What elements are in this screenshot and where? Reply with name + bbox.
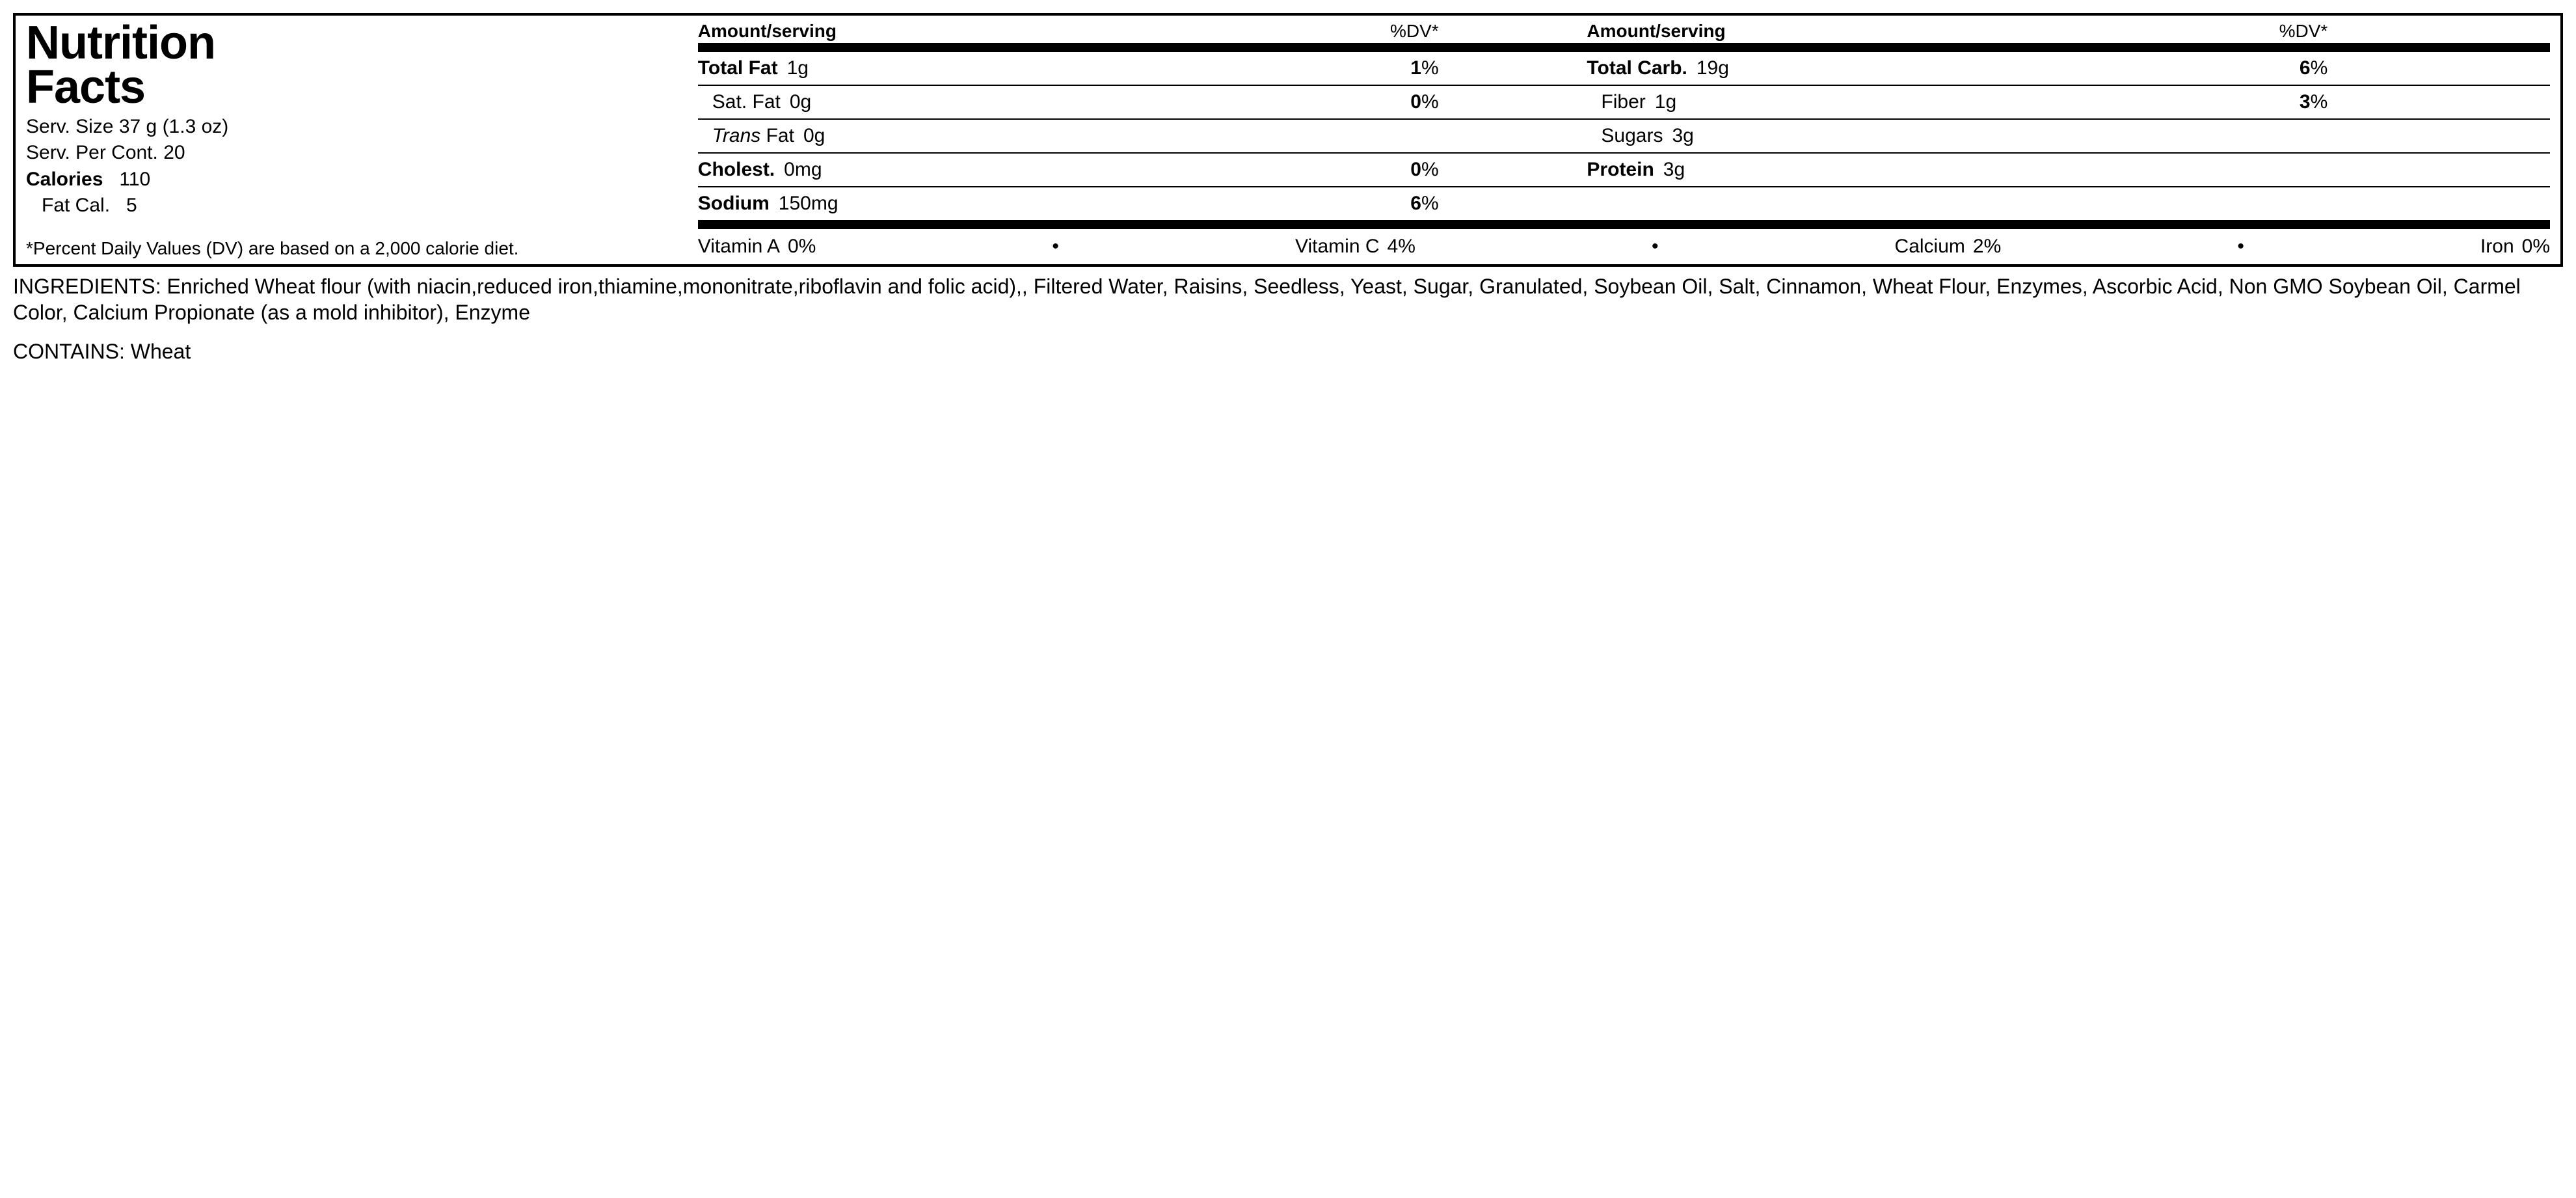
vitamin-name: Vitamin C: [1295, 236, 1380, 258]
servings-per-value: 20: [163, 142, 185, 163]
nutrient-amount: 19g: [1697, 57, 1729, 79]
nutrient-dv: 6%: [1410, 193, 1438, 215]
nutrient-amount: 1g: [1655, 91, 1676, 113]
nutrient-row: Cholest. 0mg 0% Protein 3g: [698, 154, 2550, 187]
vitamin-separator: •: [822, 236, 1289, 258]
header-row: Amount/serving %DV* Amount/serving %DV*: [698, 21, 2550, 52]
hdr-amount-right: Amount/serving: [1587, 21, 1725, 42]
vitamin-item: Iron 0%: [2480, 236, 2550, 258]
nutrient-name: Protein: [1587, 159, 1654, 181]
nutrient-dv: 3%: [2300, 91, 2328, 113]
nutrient-row: Trans Fat 0g Sugars 3g: [698, 120, 2550, 154]
fat-cal-value: 5: [126, 195, 137, 216]
calories-row: Calories 110: [26, 167, 682, 193]
ingredients-text: Enriched Wheat flour (with niacin,reduce…: [13, 275, 2521, 324]
vitamin-separator: •: [2007, 236, 2474, 258]
serving-size-label: Serv. Size: [26, 116, 114, 137]
calories-value: 110: [119, 169, 150, 190]
vitamins-row: Vitamin A 0% • Vitamin C 4% • Calcium 2% • Iron 0%: [698, 229, 2550, 259]
vitamin-name: Vitamin A: [698, 236, 780, 258]
ingredients-label: INGREDIENTS:: [13, 275, 161, 298]
vitamin-item: Vitamin C 4%: [1295, 236, 1415, 258]
vitamin-dv: 2%: [1973, 236, 2001, 258]
nutrient-name: Sodium: [698, 193, 770, 215]
fat-cal-row: Fat Cal. 5: [26, 193, 682, 219]
nutrient-dv: 0%: [1410, 159, 1438, 181]
right-column: Amount/serving %DV* Amount/serving %DV* …: [698, 21, 2550, 259]
hdr-dv-left: %DV*: [1390, 21, 1439, 42]
nutrient-name: Trans Fat: [698, 125, 794, 147]
nutrient-dv: 6%: [2300, 57, 2328, 79]
nutrition-facts-panel: Nutrition Facts Serv. Size 37 g (1.3 oz)…: [13, 13, 2563, 267]
nutrient-amount: 3g: [1672, 125, 1693, 147]
nutrient-amount: 0g: [803, 125, 825, 147]
nutrient-name: Sat. Fat: [698, 91, 781, 113]
fat-cal-label: Fat Cal.: [42, 195, 110, 216]
serving-size-value: 37 g (1.3 oz): [119, 116, 228, 137]
title: Nutrition Facts: [26, 21, 682, 110]
contains-label: CONTAINS:: [13, 340, 125, 363]
vitamin-dv: 0%: [788, 236, 816, 258]
vitamin-item: Vitamin A 0%: [698, 236, 816, 258]
vitamin-dv: 4%: [1388, 236, 1415, 258]
nutrient-amount: 0g: [790, 91, 811, 113]
nutrient-dv: 0%: [1410, 91, 1438, 113]
nutrient-rows: Total Fat 1g 1% Total Carb. 19g 6% Sat. Fat 0g 0…: [698, 52, 2550, 220]
calories-label: Calories: [26, 169, 103, 190]
nutrient-name: Total Carb.: [1587, 57, 1687, 79]
vitamin-name: Iron: [2480, 236, 2514, 258]
nutrient-amount: 0mg: [784, 159, 822, 181]
vitamin-item: Calcium 2%: [1895, 236, 2002, 258]
vitamin-separator: •: [1422, 236, 1888, 258]
hdr-dv-right: %DV*: [2279, 21, 2328, 42]
serving-size-row: Serv. Size 37 g (1.3 oz): [26, 114, 682, 141]
nutrient-name: Total Fat: [698, 57, 778, 79]
servings-per-label: Serv. Per Cont.: [26, 142, 158, 163]
ingredients-block: INGREDIENTS: Enriched Wheat flour (with …: [13, 273, 2563, 325]
nutrient-amount: 3g: [1663, 159, 1685, 181]
nutrient-amount: 150mg: [779, 193, 839, 215]
vitamin-dv: 0%: [2522, 236, 2550, 258]
nutrient-dv: 1%: [1410, 57, 1438, 79]
nutrient-name: Cholest.: [698, 159, 775, 181]
nutrient-row: Sat. Fat 0g 0% Fiber 1g 3%: [698, 86, 2550, 120]
vitamin-name: Calcium: [1895, 236, 1965, 258]
left-column: Nutrition Facts Serv. Size 37 g (1.3 oz)…: [26, 21, 682, 259]
contains-block: CONTAINS: Wheat: [13, 340, 2563, 364]
hdr-amount-left: Amount/serving: [698, 21, 837, 42]
contains-text: Wheat: [131, 340, 191, 363]
nutrient-row: Sodium 150mg 6%: [698, 187, 2550, 220]
title-line2: Facts: [26, 61, 145, 113]
nutrient-name: Fiber: [1587, 91, 1645, 113]
dv-footnote: *Percent Daily Values (DV) are based on …: [26, 238, 682, 259]
nutrient-row: Total Fat 1g 1% Total Carb. 19g 6%: [698, 52, 2550, 86]
servings-per-row: Serv. Per Cont. 20: [26, 140, 682, 167]
nutrient-name: Sugars: [1587, 125, 1663, 147]
nutrient-amount: 1g: [787, 57, 809, 79]
thick-rule-bottom: [698, 220, 2550, 229]
